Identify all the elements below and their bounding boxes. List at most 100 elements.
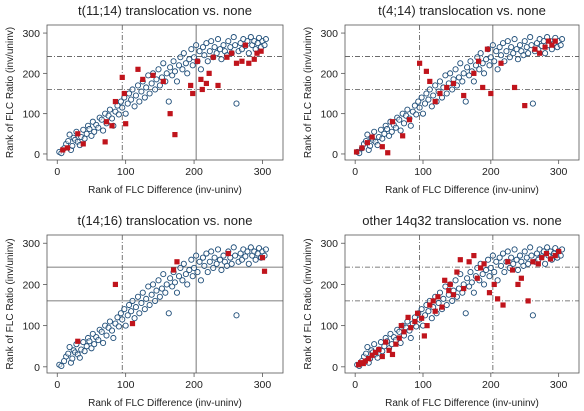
data-point-square	[427, 302, 433, 308]
chart-title: t(14;16) translocation vs. none	[78, 213, 253, 228]
data-point-circle	[121, 306, 128, 313]
data-point-circle	[163, 70, 170, 77]
data-point-square	[369, 134, 375, 140]
data-point-circle	[470, 289, 477, 296]
plot-frame	[344, 24, 580, 161]
data-point-circle	[510, 260, 517, 267]
data-point-square	[379, 144, 385, 150]
data-point-circle	[170, 58, 177, 65]
data-point-circle	[196, 48, 203, 55]
data-point-square	[188, 82, 194, 89]
data-point-square	[556, 248, 562, 255]
data-point-square	[535, 261, 541, 267]
data-point-circle	[208, 248, 215, 255]
data-point-circle	[527, 34, 534, 41]
data-point-square	[444, 84, 450, 91]
data-point-square	[75, 131, 81, 137]
data-point-circle	[384, 125, 391, 133]
data-point-square	[419, 315, 425, 321]
data-point-circle	[486, 62, 493, 69]
data-point-circle	[220, 252, 227, 259]
data-point-circle	[129, 86, 136, 93]
data-point-circle	[213, 50, 220, 57]
data-point-circle	[124, 100, 131, 107]
data-point-square	[259, 255, 266, 261]
data-point-square	[190, 90, 196, 97]
data-point-circle	[95, 124, 102, 131]
data-point-circle	[457, 60, 464, 67]
data-point-circle	[436, 78, 444, 85]
data-point-circle	[91, 128, 98, 135]
y-tick-label: 300	[320, 28, 338, 40]
data-point-circle	[163, 281, 170, 288]
data-point-square	[471, 252, 477, 259]
data-point-circle	[400, 120, 408, 127]
data-point-circle	[91, 341, 98, 348]
data-point-circle	[247, 244, 254, 251]
data-point-circle	[211, 44, 218, 51]
data-point-circle	[132, 304, 139, 311]
data-point-square	[480, 84, 486, 91]
chart-title: t(11;14) translocation vs. none	[78, 3, 252, 18]
data-point-circle	[374, 142, 381, 149]
data-point-circle	[143, 295, 150, 302]
data-point-square	[359, 145, 365, 151]
data-point-square	[203, 80, 209, 87]
data-point-circle	[80, 126, 87, 133]
data-point-circle	[128, 308, 135, 315]
data-point-circle	[392, 124, 399, 131]
data-point-square	[435, 294, 441, 300]
data-point-circle	[175, 62, 183, 69]
data-point-circle	[232, 252, 239, 259]
data-point-circle	[421, 100, 429, 107]
data-point-square	[547, 256, 554, 262]
data-point-square	[461, 285, 467, 292]
data-point-square	[495, 296, 501, 302]
data-point-square	[389, 119, 396, 125]
data-point-circle	[407, 334, 414, 342]
data-point-circle	[196, 258, 203, 265]
data-point-circle	[106, 106, 113, 113]
data-point-circle	[66, 131, 73, 138]
data-point-circle	[194, 269, 201, 276]
data-point-circle	[213, 260, 220, 267]
x-tick-label: 100	[117, 166, 135, 178]
data-point-circle	[496, 254, 503, 261]
data-point-circle	[169, 283, 176, 290]
data-point-circle	[146, 301, 153, 309]
data-point-circle	[86, 125, 93, 133]
data-point-square	[215, 82, 221, 89]
data-point-circle	[486, 273, 493, 280]
data-point-circle	[179, 66, 186, 73]
x-tick-label: 200	[482, 379, 500, 391]
data-point-circle	[449, 297, 456, 304]
data-point-square	[511, 84, 518, 91]
data-point-square	[224, 54, 230, 60]
data-point-circle	[218, 266, 225, 274]
y-axis-label: Rank of FLC Ratio (inv/uninv)	[5, 27, 16, 158]
data-point-circle	[262, 36, 269, 43]
data-point-circle	[117, 98, 124, 105]
y-tick-label: 0	[332, 362, 338, 374]
data-point-circle	[177, 54, 184, 61]
data-point-circle	[496, 44, 503, 51]
data-point-square	[379, 353, 385, 360]
data-point-circle	[416, 104, 423, 111]
data-point-square	[246, 60, 252, 66]
data-point-circle	[528, 42, 535, 49]
data-point-square	[80, 141, 86, 147]
data-point-circle	[201, 262, 208, 269]
data-point-circle	[529, 100, 536, 107]
data-point-circle	[485, 256, 492, 263]
x-axis-label: Rank of FLC Difference (inv-uninv)	[88, 185, 242, 196]
data-point-circle	[435, 299, 442, 307]
data-point-circle	[374, 354, 381, 361]
data-point-circle	[136, 310, 143, 317]
data-point-circle	[69, 142, 76, 149]
data-point-square	[478, 265, 484, 271]
data-point-circle	[199, 44, 207, 51]
data-point-circle	[521, 248, 528, 255]
data-point-square	[398, 323, 404, 329]
data-point-circle	[467, 58, 474, 65]
